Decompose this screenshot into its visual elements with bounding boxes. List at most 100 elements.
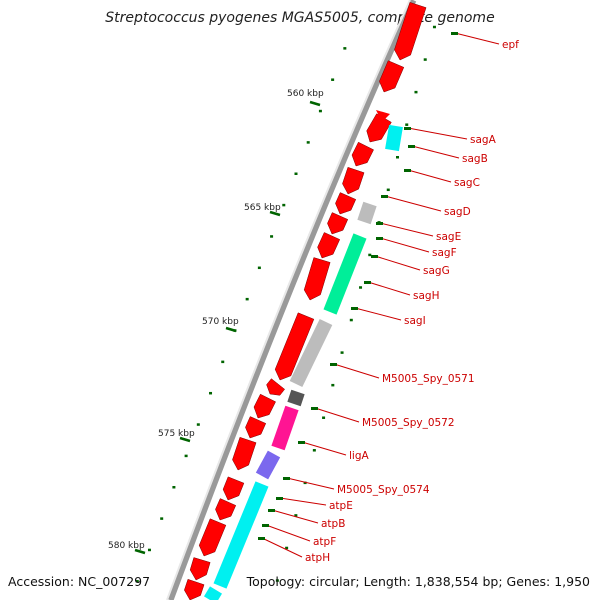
gc-dot xyxy=(396,156,399,159)
forward-gene-arrow xyxy=(318,232,340,258)
gc-dot xyxy=(387,189,390,192)
gc-dot xyxy=(307,141,310,144)
gene-label: sagF xyxy=(432,247,457,259)
forward-gene-arrow xyxy=(232,437,256,470)
gc-dot xyxy=(258,267,261,270)
gene-marker-tick xyxy=(351,307,358,310)
scale-tick-label: 580 kbp xyxy=(108,541,145,551)
forward-gene-arrow xyxy=(245,417,265,438)
label-leader-line xyxy=(302,442,346,455)
gene-label: sagI xyxy=(404,315,426,327)
label-leader-line xyxy=(385,196,441,211)
gene-label: sagA xyxy=(470,134,497,146)
scale-tick-label: 570 kbp xyxy=(202,317,239,327)
forward-gene-arrow xyxy=(327,213,347,234)
label-leader-line xyxy=(375,256,420,270)
gene-marker-tick xyxy=(268,509,275,512)
label-leader-line xyxy=(455,33,499,44)
label-leader-line xyxy=(408,128,467,139)
gene-label: atpH xyxy=(305,552,330,564)
gc-dot xyxy=(313,449,316,452)
forward-gene-arrow xyxy=(304,258,330,300)
gene-marker-tick xyxy=(283,477,290,480)
gene-marker-tick xyxy=(381,195,388,198)
gene-label: sagG xyxy=(423,265,450,277)
gene-marker-tick xyxy=(330,363,337,366)
label-leader-line xyxy=(368,282,410,295)
label-leader-line xyxy=(380,238,429,252)
scale-tick-label: 565 kbp xyxy=(244,203,281,213)
accession-text: Accession: NC_007297 xyxy=(8,574,150,589)
label-leader-line xyxy=(412,146,459,158)
label-leader-line xyxy=(272,510,318,523)
gc-dot xyxy=(433,26,436,29)
forward-gene-arrow xyxy=(199,519,226,556)
label-leader-line xyxy=(334,364,379,378)
gene-marker-tick xyxy=(364,281,371,284)
gene-label: atpF xyxy=(313,536,336,548)
forward-gene-arrow xyxy=(254,394,276,418)
gene-marker-tick xyxy=(404,169,411,172)
label-leader-line xyxy=(315,408,359,422)
gc-dot xyxy=(322,416,325,419)
gene-label: M5005_Spy_0572 xyxy=(362,417,455,429)
label-leader-line xyxy=(287,478,334,489)
gc-dot xyxy=(148,549,151,552)
gene-marker-tick xyxy=(376,237,383,240)
label-leader-line xyxy=(380,223,433,236)
gc-dot xyxy=(350,319,353,322)
gene-label: M5005_Spy_0571 xyxy=(382,373,475,385)
gene-label: atpE xyxy=(329,500,353,512)
gene-marker-tick xyxy=(276,497,283,500)
gene-label: sagB xyxy=(462,153,488,165)
gene-label: ligA xyxy=(349,450,369,462)
gc-dot xyxy=(160,517,163,520)
gene-label: sagC xyxy=(454,177,480,189)
gc-dot xyxy=(359,286,362,289)
gc-dot xyxy=(331,78,334,81)
scale-tick-label: 575 kbp xyxy=(158,429,195,439)
forward-gene-arrow xyxy=(335,193,355,214)
forward-gene-arrow xyxy=(184,579,204,600)
gene-marker-tick xyxy=(371,255,378,258)
gene-label: M5005_Spy_0574 xyxy=(337,484,430,496)
gc-dot xyxy=(424,58,427,61)
label-leader-line xyxy=(355,308,401,320)
outer-gene-block xyxy=(210,590,216,600)
forward-gene-arrow xyxy=(352,142,374,166)
gene-marker-tick xyxy=(404,127,411,130)
label-leader-line xyxy=(280,498,326,505)
gc-dot xyxy=(185,455,188,458)
genome-summary-text: Topology: circular; Length: 1,838,554 bp… xyxy=(247,574,590,589)
scale-tick-mark xyxy=(226,328,236,331)
gene-labels: epf sagA sagB sagC sagD sagE sagF sagG sagH sagI M… xyxy=(258,32,519,564)
outer-gene-block xyxy=(278,408,292,448)
scale-tick-label: 560 kbp xyxy=(287,89,324,99)
label-leader-line xyxy=(266,525,310,541)
gc-dot xyxy=(246,298,249,301)
gene-marker-tick xyxy=(376,222,383,225)
gene-label: sagE xyxy=(436,231,461,243)
gene-label: epf xyxy=(502,39,519,51)
gc-dot xyxy=(343,47,346,50)
outer-gene-block xyxy=(392,126,396,150)
gene-marker-tick xyxy=(408,145,415,148)
gc-dot xyxy=(172,486,175,489)
gc-dot xyxy=(282,204,285,207)
gc-dot xyxy=(209,392,212,395)
label-leader-line xyxy=(408,170,451,182)
gene-marker-tick xyxy=(451,32,458,35)
outer-gene-block xyxy=(262,454,274,476)
gene-marker-tick xyxy=(298,441,305,444)
gc-dot xyxy=(341,351,344,354)
gene-label: sagD xyxy=(444,206,471,218)
genome-map: epf sagA sagB sagC sagD sagE sagF sagG sagH sagI M… xyxy=(0,0,600,600)
gc-dot xyxy=(197,423,200,426)
forward-gene-arrow xyxy=(267,379,285,396)
gc-dot xyxy=(295,173,298,176)
gene-label: sagH xyxy=(413,290,439,302)
gc-dot xyxy=(319,110,322,113)
gene-label: atpB xyxy=(321,518,345,530)
forward-gene-arrow xyxy=(190,558,210,580)
outer-gene-block xyxy=(364,204,370,222)
